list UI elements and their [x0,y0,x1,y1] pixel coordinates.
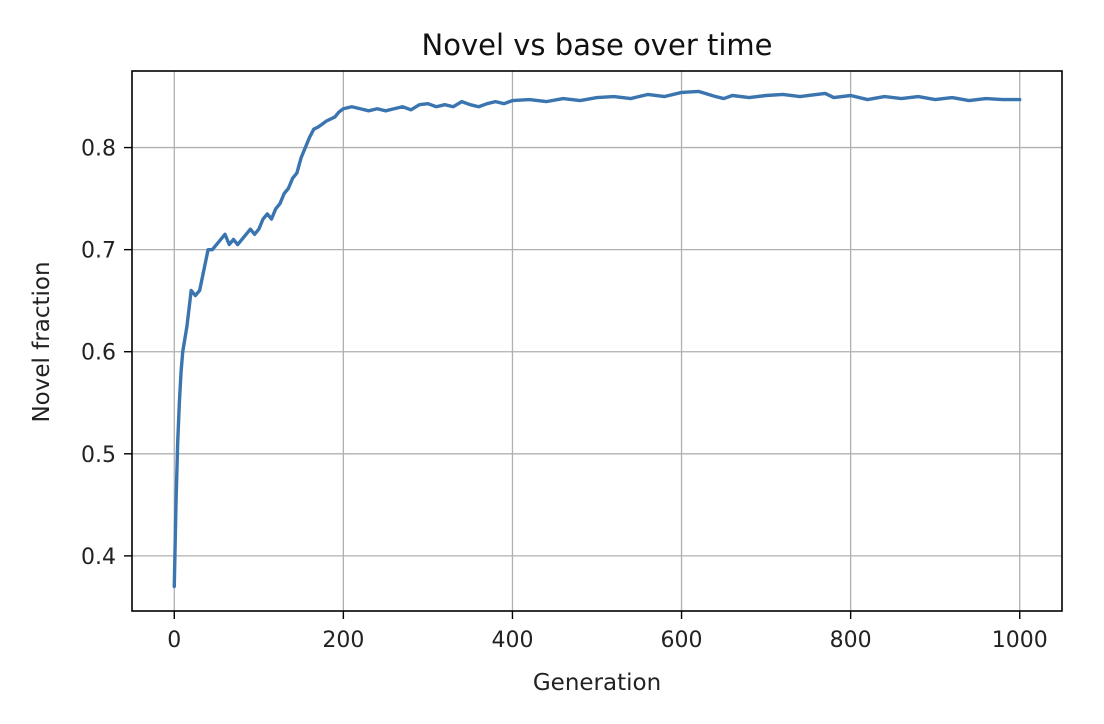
axis-frame-layer [131,70,1063,612]
y-tick-label: 0.8 [81,137,116,162]
labels-layer: Novel vs base over time Generation Novel… [29,28,772,696]
grid-layer [132,71,1062,611]
series-line [172,89,1022,589]
x-axis-label: Generation [533,670,661,696]
y-tick-label: 0.4 [81,545,116,570]
chart-title: Novel vs base over time [422,28,773,62]
x-tick-label: 1000 [992,628,1048,653]
ticks-layer: 0 200 400 600 800 1000 0.4 0.5 0.6 0.7 0.8 [81,137,1048,653]
y-tick-label: 0.6 [81,341,116,366]
x-tick-label: 200 [322,628,364,653]
x-tick-label: 0 [167,628,181,653]
x-tick-label: 400 [491,628,533,653]
y-axis-label: Novel fraction [29,261,55,422]
x-tick-label: 600 [661,628,703,653]
y-tick-label: 0.7 [81,239,116,264]
y-tick-label: 0.5 [81,443,116,468]
axes-frame [131,70,1063,612]
x-tick-label: 800 [830,628,872,653]
series-layer [172,89,1022,589]
